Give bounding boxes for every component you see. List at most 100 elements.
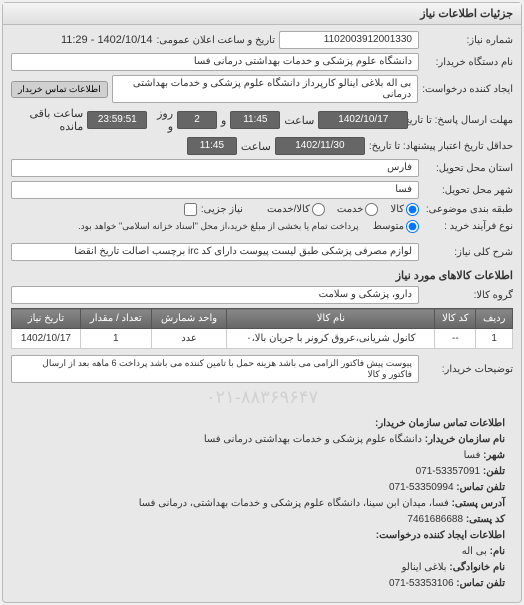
cat-radio-2[interactable]: خدمت [337, 203, 379, 216]
process-note: پرداخت تمام یا بخشی از مبلغ خرید،از محل … [78, 221, 358, 232]
province-label: استان محل تحویل: [423, 163, 513, 174]
creator-phone-label: تلفن تماس: [456, 578, 505, 589]
table-header-cell: ردیف [476, 309, 513, 329]
row-buyer-notes: توضیحات خریدار: پیوست پیش فاکتور الزامی … [11, 355, 513, 383]
time-label-2: ساعت [241, 140, 271, 153]
buyer-notes-value: پیوست پیش فاکتور الزامی می باشد هزینه حم… [11, 355, 419, 383]
contact-postal: 7461686688 [407, 514, 463, 525]
cat-opt3-label: کالا/خدمت [267, 204, 310, 215]
table-cell: 1402/10/17 [12, 329, 81, 349]
process-radio-input[interactable] [406, 220, 419, 233]
validity-time: 11:45 [187, 137, 237, 155]
process-opt1-label: متوسط [373, 221, 404, 232]
creator-family: بلاغی اینالو [402, 562, 447, 573]
group-label: گروه کالا: [423, 290, 513, 301]
request-no-label: شماره نیاز: [423, 35, 513, 46]
row-org: نام دستگاه خریدار: دانشگاه علوم پزشکی و … [11, 53, 513, 71]
contact-buyer-button[interactable]: اطلاعات تماس خریدار [11, 81, 108, 98]
process-label: نوع فرآیند خرید : [423, 221, 513, 232]
cat-radio-input-1[interactable] [406, 203, 419, 216]
table-header-cell: واحد شمارش [151, 309, 227, 329]
table-cell: عدد [151, 329, 227, 349]
process-radio-1[interactable]: متوسط [373, 220, 419, 233]
process-radio-group: متوسط [373, 220, 419, 233]
contact-section: اطلاعات تماس سازمان خریدار: نام سازمان خ… [11, 412, 513, 596]
creator-phone: 53353106-071 [389, 578, 454, 589]
table-header-cell: نام کالا [227, 309, 435, 329]
org-value: دانشگاه علوم پزشکی و خدمات بهداشتی درمان… [11, 53, 419, 71]
table-header-cell: تعداد / مقدار [80, 309, 151, 329]
category-radio-group: کالا خدمت کالا/خدمت [267, 203, 419, 216]
request-no-value: 1102003912001330 [279, 31, 419, 49]
table-header-row: ردیفکد کالانام کالاواحد شمارشتعداد / مقد… [12, 309, 513, 329]
row-creator: ایجاد کننده درخواست: بی اله بلاغی اینالو… [11, 75, 513, 103]
desc-label: شرح کلی نیاز: [423, 247, 513, 258]
contact-city-label: شهر: [483, 450, 505, 461]
cat-radio-input-2[interactable] [365, 203, 378, 216]
remain-time: 23:59:51 [87, 111, 147, 129]
panel-title: جزئیات اطلاعات نیاز [3, 3, 521, 25]
goods-table: ردیفکد کالانام کالاواحد شمارشتعداد / مقد… [11, 308, 513, 349]
details-panel: جزئیات اطلاعات نیاز شماره نیاز: 11020039… [2, 2, 522, 603]
creator-name-label: نام: [490, 546, 505, 557]
cat-radio-input-3[interactable] [312, 203, 325, 216]
table-cell: کانول شریانی،عروق کرونر با جریان بالا،۰ [227, 329, 435, 349]
remain-days: 2 [177, 111, 217, 129]
contact-org-label: نام سازمان خریدار: [425, 434, 505, 445]
creator-family-label: نام خانوادگی: [449, 562, 505, 573]
partial-checkbox[interactable] [184, 203, 197, 216]
goods-section-title: اطلاعات کالاهای مورد نیاز [11, 269, 513, 282]
contact-address-label: آدرس پستی: [452, 498, 505, 509]
city-value: فسا [11, 181, 419, 199]
validity-date: 1402/11/30 [275, 137, 365, 155]
partial-label: نیاز جزیی: [201, 204, 243, 215]
contact-postal-label: کد پستی: [466, 514, 505, 525]
table-head: ردیفکد کالانام کالاواحد شمارشتعداد / مقد… [12, 309, 513, 329]
watermark-text: ۰۲۱-۸۸۳۶۹۶۴۷ [11, 387, 513, 408]
row-province: استان محل تحویل: فارس [11, 159, 513, 177]
contact-phone: 53357091-071 [416, 466, 481, 477]
org-label: نام دستگاه خریدار: [423, 57, 513, 68]
table-header-cell: کد کالا [435, 309, 476, 329]
group-value: دارو، پزشکی و سلامت [11, 286, 419, 304]
table-cell: -- [435, 329, 476, 349]
creator-label: ایجاد کننده درخواست: [422, 84, 513, 95]
cat-radio-3[interactable]: کالا/خدمت [267, 203, 325, 216]
row-city: شهر محل تحویل: فسا [11, 181, 513, 199]
announce-value: 1402/10/14 - 11:29 [61, 34, 153, 46]
table-cell: 1 [80, 329, 151, 349]
contact-title: اطلاعات تماس سازمان خریدار: [375, 418, 505, 429]
table-body: 1--کانول شریانی،عروق کرونر با جریان بالا… [12, 329, 513, 349]
row-process: نوع فرآیند خرید : متوسط پرداخت تمام یا ب… [11, 220, 513, 233]
contact-address: فسا، میدان ابن سینا، دانشگاه علوم پزشکی … [139, 498, 449, 509]
deadline-time: 11:45 [230, 111, 280, 129]
row-validity: حداقل تاریخ اعتبار پیشنهاد: تا تاریخ: 14… [11, 137, 513, 155]
cat-opt1-label: کالا [390, 204, 404, 215]
table-cell: 1 [476, 329, 513, 349]
contact-fax-label: تلفن تماس: [456, 482, 505, 493]
creator-name: بی اله [462, 546, 487, 557]
row-group: گروه کالا: دارو، پزشکی و سلامت [11, 286, 513, 304]
creator-value: بی اله بلاغی اینالو کارپرداز دانشگاه علو… [112, 75, 419, 103]
row-deadline: مهلت ارسال پاسخ: تا تاریخ: 1402/10/17 سا… [11, 107, 513, 133]
validity-label: حداقل تاریخ اعتبار پیشنهاد: تا تاریخ: [369, 141, 513, 152]
province-value: فارس [11, 159, 419, 177]
row-category: طبقه بندی موضوعی: کالا خدمت کالا/خدمت نی… [11, 203, 513, 216]
contact-org: دانشگاه علوم پزشکی و خدمات بهداشتی درمان… [204, 434, 422, 445]
days-label: روز و [151, 107, 173, 133]
time-label-1: ساعت [284, 114, 314, 127]
contact-city: فسا [464, 450, 481, 461]
contact-fax: 53350994-071 [389, 482, 454, 493]
cat-radio-1[interactable]: کالا [390, 203, 419, 216]
and-label: و [221, 114, 226, 127]
remain-label: ساعت باقی مانده [11, 107, 83, 133]
contact-phone-label: تلفن: [483, 466, 505, 477]
creator-section-title: اطلاعات ایجاد کننده درخواست: [376, 530, 505, 541]
table-header-cell: تاریخ نیاز [12, 309, 81, 329]
deadline-label: مهلت ارسال پاسخ: تا تاریخ: [412, 115, 513, 126]
cat-opt2-label: خدمت [337, 204, 364, 215]
announce-label: تاریخ و ساعت اعلان عمومی: [157, 35, 276, 46]
row-request-no: شماره نیاز: 1102003912001330 تاریخ و ساع… [11, 31, 513, 49]
table-row: 1--کانول شریانی،عروق کرونر با جریان بالا… [12, 329, 513, 349]
panel-body: شماره نیاز: 1102003912001330 تاریخ و ساع… [3, 25, 521, 602]
